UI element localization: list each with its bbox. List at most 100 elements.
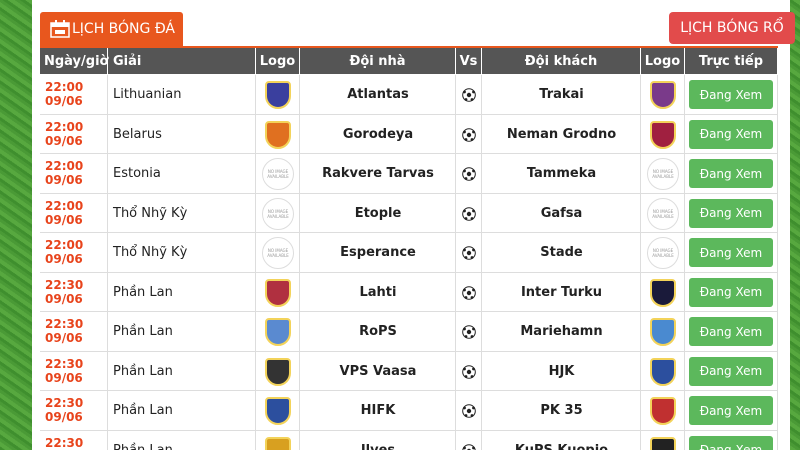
cell-divider (107, 312, 108, 352)
cell-divider (299, 114, 300, 154)
watch-button[interactable]: Đang Xem (689, 317, 773, 346)
cell-divider (640, 351, 641, 391)
team-logo (265, 397, 291, 425)
team-logo: NO IMAGE AVAILABLE (647, 158, 679, 190)
home-team: Ilves (300, 431, 456, 450)
cell-divider (299, 272, 300, 312)
cell-divider (455, 430, 456, 450)
team-logo (265, 318, 291, 346)
cell-divider (299, 351, 300, 391)
cell-divider (684, 351, 685, 391)
match-date: 09/06 (45, 331, 83, 345)
match-date: 09/06 (45, 212, 83, 227)
cell-divider (777, 351, 778, 391)
tab-underline (40, 46, 778, 48)
match-time: 22:00 (45, 119, 84, 134)
football-tab[interactable]: LỊCH BÓNG ĐÁ (40, 12, 183, 46)
cell-divider (255, 351, 256, 391)
column-header: Logo (641, 48, 685, 74)
calendar-icon (50, 20, 70, 38)
home-team: Lahti (359, 284, 397, 300)
cell-divider (684, 75, 685, 115)
watch-button[interactable]: Đang Xem (689, 198, 773, 228)
cell-divider (640, 114, 641, 154)
cell-divider (481, 351, 482, 391)
row-bg (40, 430, 778, 450)
away-team: PK 35 (540, 403, 583, 419)
cell-divider (107, 75, 108, 115)
watch-button[interactable]: Đang Xem (689, 80, 773, 109)
vs-ball-icon (462, 127, 476, 142)
league: Estonia (113, 166, 161, 182)
cell-divider (640, 193, 641, 233)
column-header: Đội khách (482, 48, 641, 74)
cell-divider (640, 272, 641, 312)
watch-button[interactable]: Đang Xem (689, 396, 773, 425)
basketball-tab[interactable]: LỊCH BÓNG RỔ (669, 12, 795, 44)
cell-divider (107, 233, 108, 273)
cell-divider (107, 351, 108, 391)
watch-button[interactable]: Đang Xem (689, 159, 773, 188)
cell-divider (107, 391, 108, 431)
team-logo (265, 120, 291, 149)
cell-divider (684, 114, 685, 154)
cell-divider (107, 272, 108, 312)
cell-divider (777, 75, 778, 115)
cell-divider (640, 312, 641, 352)
home-team: VPS Vaasa (339, 363, 417, 379)
vs-ball-icon (462, 246, 476, 260)
vs-ball-icon (462, 325, 476, 339)
tab-label: LỊCH BÓNG RỔ (680, 20, 784, 36)
home-team: Rakvere Tarvas (322, 166, 434, 182)
league: Thổ Nhỹ Kỳ (113, 245, 188, 261)
column-header: Trực tiếp (685, 48, 778, 74)
cell-divider (684, 430, 685, 450)
cell-divider (299, 193, 300, 233)
header-bg (40, 48, 778, 74)
match-time: 22:30 (45, 435, 84, 450)
team-logo (650, 436, 676, 450)
cell-divider (455, 312, 456, 352)
team-logo (650, 81, 676, 109)
cell-divider (481, 312, 482, 352)
cell-divider (455, 193, 456, 233)
league: Phần Lan (113, 363, 173, 379)
cell-divider (455, 351, 456, 391)
cell-divider (684, 233, 685, 273)
away-team: Inter Turku (520, 284, 603, 300)
cell-divider (255, 312, 256, 352)
cell-divider (640, 75, 641, 115)
home-team: RoPS (359, 324, 397, 340)
cell-divider (255, 272, 256, 312)
match-time: 22:00 (45, 159, 84, 173)
watch-button[interactable]: Đang Xem (689, 119, 773, 149)
cell-divider (777, 272, 778, 312)
cell-divider (777, 154, 778, 194)
team-logo: NO IMAGE AVAILABLE (647, 197, 679, 230)
cell-divider (640, 430, 641, 450)
cell-divider (481, 272, 482, 312)
cell-divider (684, 272, 685, 312)
cell-divider (777, 430, 778, 450)
cell-divider (455, 391, 456, 431)
league: Phần Lan (113, 324, 173, 340)
watch-button[interactable]: Đang Xem (689, 238, 773, 267)
cell-divider (684, 312, 685, 352)
cell-divider (255, 391, 256, 431)
watch-button[interactable]: Đang Xem (689, 277, 773, 307)
cell-divider (299, 391, 300, 431)
league: Phần Lan (113, 431, 173, 450)
league: Phần Lan (113, 403, 173, 419)
cell-divider (255, 430, 256, 450)
cell-divider (299, 75, 300, 115)
team-logo (650, 397, 676, 425)
column-header: Đội nhà (300, 48, 456, 74)
cell-divider (481, 193, 482, 233)
watch-button[interactable]: Đang Xem (689, 435, 773, 450)
watch-button[interactable]: Đang Xem (689, 356, 773, 386)
cell-divider (481, 75, 482, 115)
cell-divider (455, 154, 456, 194)
match-time: 22:30 (45, 277, 84, 292)
cell-divider (107, 193, 108, 233)
match-date: 09/06 (45, 370, 83, 385)
